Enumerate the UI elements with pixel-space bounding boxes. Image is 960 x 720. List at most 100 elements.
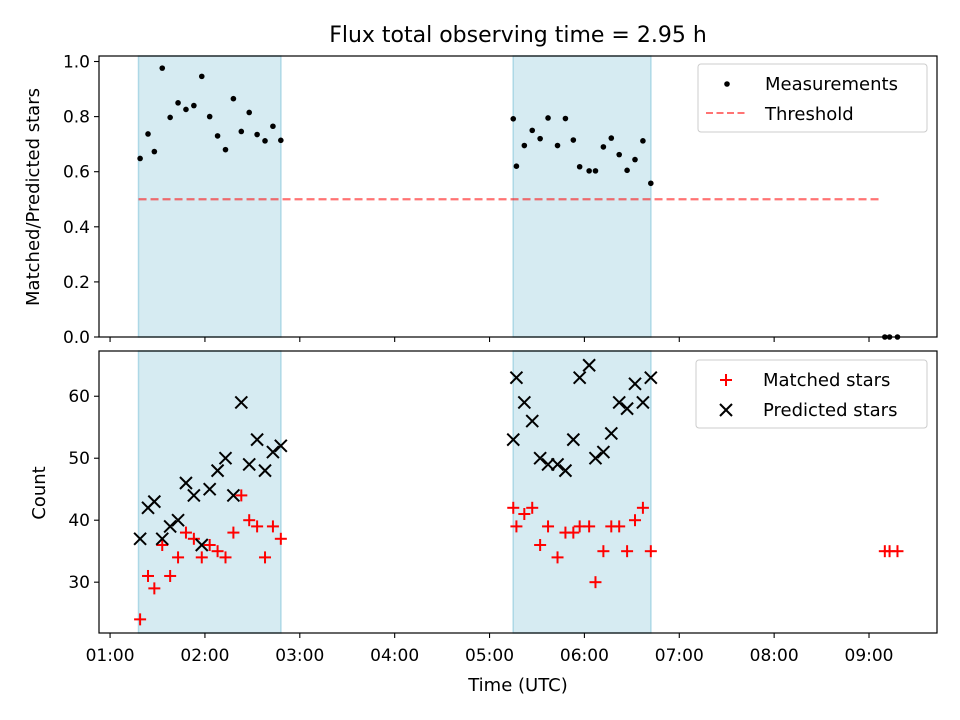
predicted-star-point [179, 476, 193, 490]
matched-star-point [211, 545, 224, 558]
x-tick-label: 02:00 [180, 646, 229, 666]
predicted-star-point [155, 532, 169, 546]
matched-star-point [526, 501, 539, 514]
predicted-marker-b [155, 532, 169, 546]
predicted-marker-b [147, 494, 162, 509]
bottom-axes-frame [98, 350, 938, 634]
measurement-point [554, 142, 561, 149]
predicted-marker-b [210, 463, 225, 478]
measurement-point [570, 137, 577, 143]
measurement-point [262, 138, 268, 144]
predicted-marker-b [506, 432, 520, 447]
measurement-point [230, 95, 237, 102]
measurement-point [206, 113, 213, 120]
predicted-star-point [266, 445, 280, 459]
measurement-points [137, 65, 901, 340]
matched-star-point [134, 613, 147, 626]
bottom-y-axis-label: Count [29, 466, 50, 519]
predicted-marker-b [163, 519, 177, 534]
predicted-star-point [628, 377, 642, 391]
x-tick-label: 03:00 [275, 646, 324, 666]
predicted-star-point [612, 395, 626, 410]
bottom-legend: Matched stars Predicted stars [695, 359, 928, 429]
predicted-marker-b [266, 445, 280, 459]
predicted-star-point [202, 482, 217, 496]
measurement-point [600, 144, 607, 150]
matched-star-point [156, 538, 169, 551]
legend-measurements-marker [724, 81, 730, 87]
y-tick-label: 60 [68, 387, 90, 407]
measurement-point [278, 137, 284, 144]
y-tick-label: 50 [68, 449, 90, 469]
matched-star-point [179, 526, 192, 539]
matched-star-point [266, 520, 279, 533]
matched-star-point [235, 489, 248, 502]
predicted-star-point [550, 457, 565, 472]
predicted-star-point [509, 370, 524, 385]
predicted-star-point [541, 457, 555, 472]
matched-star-point [251, 520, 264, 533]
legend-matched-marker [720, 374, 732, 386]
x-tick-label: 01:00 [86, 646, 135, 666]
predicted-star-point [566, 432, 581, 447]
measurement-point [222, 146, 229, 153]
predicted-marker-b [541, 457, 555, 472]
predicted-star-point [533, 451, 547, 465]
top-legend-box [697, 63, 928, 133]
matched-star-point [621, 545, 634, 558]
bottom-legend-box [695, 359, 928, 429]
x-tick-label: 04:00 [370, 646, 419, 666]
observing-window [512, 350, 652, 634]
measurement-point [238, 128, 245, 135]
matched-star-point [219, 551, 232, 564]
predicted-star-point [558, 463, 573, 478]
predicted-marker-b [187, 488, 201, 503]
predicted-marker-b [202, 482, 217, 496]
matched-star-point [142, 569, 155, 582]
predicted-marker-b [558, 463, 573, 478]
top-y-ticks: 0.0 0.2 0.4 0.6 0.8 1.0 [63, 53, 99, 348]
observing-window [137, 350, 282, 634]
y-tick-label: 0.4 [63, 218, 90, 238]
predicted-star-point [620, 401, 634, 416]
predicted-marker-b [644, 370, 658, 385]
measurement-point [640, 138, 646, 144]
y-tick-label: 0.6 [63, 163, 90, 183]
predicted-star-point [636, 395, 650, 410]
matched-star-point [203, 538, 216, 551]
measurement-point [510, 116, 517, 122]
measurement-point [632, 156, 638, 163]
legend-predicted-label: Predicted stars [763, 400, 897, 421]
predicted-star-point [517, 395, 532, 410]
predicted-star-point [218, 451, 233, 465]
measurement-point [175, 100, 181, 106]
y-tick-label: 40 [68, 511, 90, 531]
matched-star-point [507, 501, 520, 514]
predicted-star-point [250, 432, 264, 447]
measurement-point [562, 115, 569, 122]
predicted-star-point [210, 463, 225, 478]
matched-star-point [172, 551, 185, 564]
matched-star-point [259, 551, 272, 564]
predicted-marker-b [242, 457, 256, 472]
y-tick-label: 0.2 [63, 273, 90, 293]
predicted-star-point [572, 370, 587, 385]
measurement-point [167, 114, 173, 121]
matched-star-point [567, 526, 580, 539]
observing-window [137, 55, 282, 338]
measurement-point [246, 109, 253, 116]
predicted-marker-b [509, 370, 524, 385]
measurement-point [513, 163, 520, 169]
predicted-star-point [525, 414, 539, 428]
measurement-point [529, 127, 536, 134]
predicted-star-point [506, 432, 520, 447]
matched-star-point [542, 520, 555, 533]
legend-measurements-label: Measurements [765, 74, 898, 95]
matched-star-point [518, 508, 531, 521]
predicted-star-point [187, 488, 201, 503]
predicted-marker-b [550, 457, 565, 472]
measurement-point [151, 148, 158, 155]
predicted-star-point [147, 494, 162, 509]
x-tick-label: 05:00 [465, 646, 514, 666]
